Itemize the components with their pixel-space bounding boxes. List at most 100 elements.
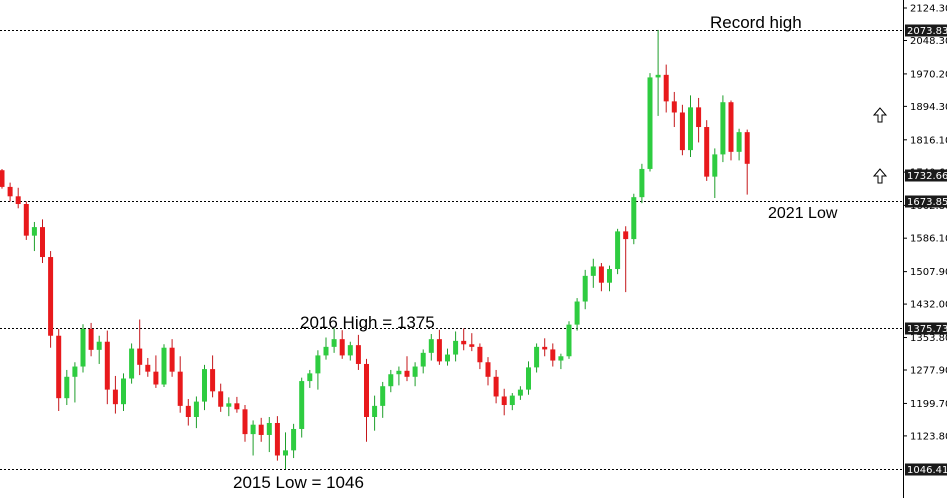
candle-down [679, 112, 685, 151]
candle-up [534, 346, 540, 368]
candle-down [493, 376, 499, 397]
candle-up [250, 424, 256, 435]
candle-down [104, 341, 110, 390]
candle-down [728, 102, 734, 152]
candle-up [720, 102, 726, 155]
price-badge-label: 2073.83 [907, 26, 947, 37]
candle-up [582, 275, 588, 302]
price-badge-label: 1732.66 [907, 171, 947, 182]
candle-up [396, 370, 402, 375]
candle-up [420, 352, 426, 367]
candle-up [639, 168, 645, 198]
price-badge-label: 1046.41 [907, 465, 947, 476]
candle-up [64, 376, 70, 399]
candle-down [469, 344, 475, 347]
y-tick-label: 1816.10 [910, 135, 947, 146]
candle-down [7, 186, 13, 197]
candle-up [121, 378, 126, 405]
candle-up [80, 328, 86, 367]
candle-up [193, 401, 199, 417]
candle-down [258, 424, 264, 435]
candle-down [88, 328, 94, 350]
price-badge [905, 169, 947, 182]
candle-up [526, 367, 531, 390]
candle-up [380, 386, 386, 406]
support-resistance-lines [0, 30, 903, 470]
candle-down [274, 422, 280, 456]
candle-down [40, 227, 45, 258]
candle-up [736, 132, 742, 152]
candle-down [48, 257, 54, 336]
candle-down [436, 339, 442, 362]
y-tick-label: 1199.70 [910, 399, 947, 410]
candle-down [704, 127, 710, 177]
candle-down [234, 403, 240, 410]
candle-down [542, 346, 548, 350]
candle-down [15, 196, 21, 205]
low-2021-annotation: 2021 Low [768, 205, 838, 222]
candle-down [485, 362, 491, 377]
candle-down [23, 204, 29, 236]
price-badge [905, 463, 947, 476]
y-tick-label: 1970.20 [910, 69, 947, 80]
y-tick-label: 2124.30 [910, 4, 947, 15]
candle-down [177, 371, 183, 406]
candle-up [509, 395, 515, 406]
low-2015-annotation: 2015 Low = 1046 [233, 473, 364, 492]
candle-down [185, 405, 191, 417]
candle-down [477, 346, 483, 363]
candle-down [112, 389, 118, 405]
candle-up [161, 347, 167, 385]
candle-down [355, 345, 361, 364]
y-tick-label: 1507.90 [910, 267, 947, 278]
annotations-group: Record high 2016 High = 1375 2021 Low 20… [233, 13, 838, 492]
candle-up [129, 348, 135, 379]
price-axis: 2124.302048.301970.201894.301816.101740.… [903, 0, 947, 498]
candle-up [388, 374, 394, 387]
candle-up [412, 366, 418, 377]
candle-up [31, 227, 37, 236]
candle-down [169, 347, 175, 372]
candle-down [663, 74, 669, 102]
candle-down [696, 107, 702, 128]
candle-up [266, 422, 272, 435]
candle-up [712, 154, 718, 177]
candle-up [688, 107, 693, 151]
y-tick-label: 1353.80 [910, 333, 947, 344]
candle-up [202, 369, 207, 402]
candle-up [615, 231, 621, 270]
candle-down [210, 369, 216, 392]
candle-up [323, 346, 329, 356]
candle-down [461, 340, 467, 345]
candle-down [364, 363, 369, 417]
candle-up [428, 339, 434, 353]
candle-up [347, 345, 353, 356]
candle-down [218, 391, 224, 407]
price-badge [905, 322, 947, 335]
candle-down [339, 339, 345, 356]
y-tick-label: 1277.90 [910, 365, 947, 376]
candle-up [226, 403, 232, 407]
y-tick-label: 1432.00 [910, 300, 947, 311]
candle-down [744, 132, 750, 164]
candle-up [299, 381, 305, 429]
candle-up [647, 77, 653, 169]
y-tick-label: 1586.10 [910, 234, 947, 245]
candle-down [56, 335, 62, 399]
candle-up [590, 266, 596, 276]
candle-down [242, 409, 248, 435]
candle-up [655, 74, 661, 78]
candle-down [598, 266, 604, 283]
candle-up [574, 301, 580, 325]
candle-up [517, 389, 523, 396]
candle-up [315, 355, 321, 374]
record-high-annotation: Record high [710, 13, 802, 32]
candle-up [631, 197, 637, 240]
candle-down [137, 348, 143, 365]
candle-up [607, 269, 612, 283]
candle-down [0, 170, 5, 187]
candle-down [623, 231, 629, 240]
price-badge-label: 1673.85 [907, 197, 947, 208]
candle-up [72, 366, 78, 377]
candle-up [566, 324, 572, 357]
